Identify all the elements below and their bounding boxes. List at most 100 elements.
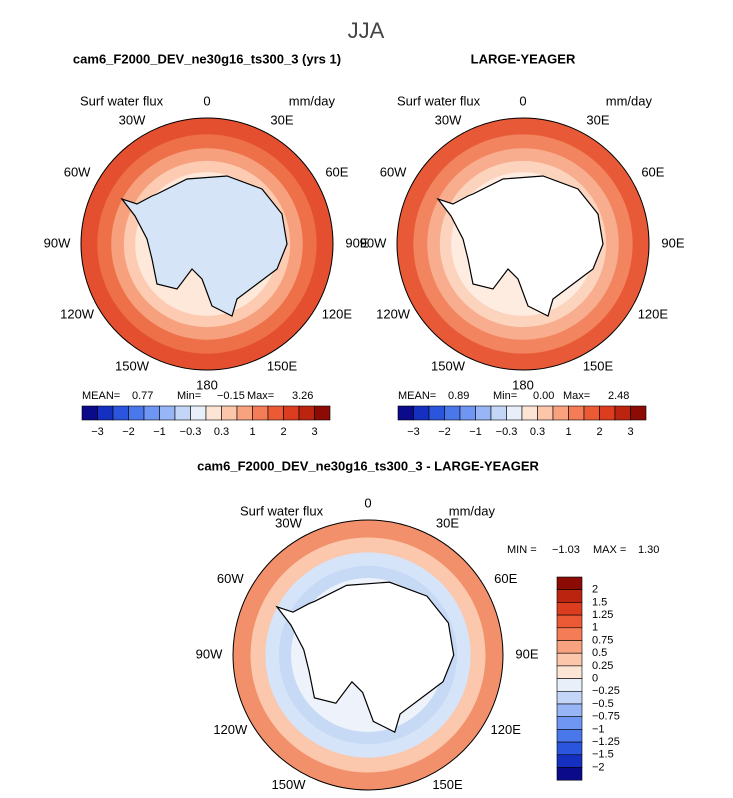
- colorbar-box: [475, 405, 492, 421]
- colorbar-box: [556, 576, 583, 590]
- colorbar-box: [556, 627, 583, 641]
- colorbar-box: [599, 405, 616, 421]
- colorbar-label: −2: [592, 761, 605, 773]
- colorbar-box: [614, 405, 631, 421]
- variable-label: Surf water flux: [80, 93, 164, 108]
- stat-value: −0.15: [217, 390, 245, 402]
- colorbar-box: [556, 767, 583, 781]
- longitude-label: 120E: [322, 306, 353, 321]
- variable-label: Surf water flux: [240, 503, 324, 518]
- panel-title: LARGE-YEAGER: [471, 51, 576, 66]
- longitude-label: 180: [512, 377, 534, 392]
- antarctica: [275, 581, 455, 734]
- colorbar-box: [413, 405, 430, 421]
- colorbar-box: [190, 405, 207, 421]
- colorbar-label: −1: [153, 426, 166, 438]
- colorbar-label: −0.25: [592, 685, 620, 697]
- longitude-label: 30E: [586, 112, 609, 127]
- longitude-label: 60W: [380, 164, 407, 179]
- variable-label: Surf water flux: [397, 93, 481, 108]
- stat-value: 0.89: [448, 390, 469, 402]
- colorbar-box: [205, 405, 222, 421]
- longitude-label: 90W: [44, 235, 71, 250]
- stat-label: MIN =: [507, 544, 537, 556]
- colorbar-label: −0.3: [180, 426, 202, 438]
- colorbar-label: 0.25: [592, 660, 613, 672]
- colorbar-label: −1: [469, 426, 482, 438]
- colorbar-box: [490, 405, 507, 421]
- colorbar-box: [556, 652, 583, 667]
- stat-label: Max=: [563, 390, 590, 402]
- longitude-label: 180: [196, 377, 218, 392]
- colorbar-box: [97, 405, 114, 421]
- longitude-label: 60E: [325, 164, 348, 179]
- colorbar-box: [568, 405, 585, 421]
- longitude-label: 60E: [641, 164, 664, 179]
- colorbar-label: 0.5: [592, 647, 607, 659]
- stat-label: MEAN=: [398, 390, 436, 402]
- longitude-label: 120E: [638, 306, 669, 321]
- colorbar-label: 1: [249, 426, 255, 438]
- longitude-label: 30E: [436, 516, 459, 531]
- colorbar-box: [583, 405, 600, 421]
- colorbar-label: −3: [407, 426, 420, 438]
- colorbar-box: [267, 405, 284, 421]
- colorbar-label: 0.3: [530, 426, 545, 438]
- colorbar-box: [159, 405, 176, 421]
- colorbar-box: [556, 754, 583, 768]
- colorbar-box: [556, 690, 583, 705]
- colorbar-label: −1.5: [592, 749, 614, 761]
- colorbar-box: [236, 405, 253, 421]
- colorbar-box: [128, 405, 145, 421]
- longitude-label: 150E: [583, 358, 614, 373]
- colorbar-label: −0.5: [592, 698, 614, 710]
- longitude-label: 150W: [431, 358, 466, 373]
- colorbar-box: [537, 405, 554, 421]
- longitude-label: 120W: [60, 306, 95, 321]
- colorbar-box: [556, 640, 583, 654]
- colorbar-label: 1: [565, 426, 571, 438]
- colorbar-label: 1.5: [592, 596, 607, 608]
- panel-title: cam6_F2000_DEV_ne30g16_ts300_3 (yrs 1): [73, 51, 341, 66]
- colorbar-box: [556, 589, 583, 603]
- units-label: mm/day: [449, 503, 496, 518]
- colorbar-box: [521, 405, 538, 421]
- colorbar-box: [506, 405, 523, 421]
- colorbar-label: 1.25: [592, 609, 613, 621]
- stat-label: Min=: [493, 390, 517, 402]
- longitude-label: 0: [364, 495, 371, 510]
- stat-value: 0.77: [132, 390, 153, 402]
- colorbar-box: [459, 405, 476, 421]
- map-border: [232, 519, 504, 791]
- panel-title: cam6_F2000_DEV_ne30g16_ts300_3 - LARGE-Y…: [197, 458, 539, 473]
- colorbar-label: 2: [592, 584, 598, 596]
- colorbar-label: 1: [592, 622, 598, 634]
- figure-title: JJA: [348, 18, 385, 43]
- colorbar-box: [143, 405, 160, 421]
- colorbar-box: [428, 405, 445, 421]
- colorbar-label: −0.3: [496, 426, 518, 438]
- colorbar-label: 0.75: [592, 634, 613, 646]
- longitude-label: 0: [203, 93, 210, 108]
- longitude-label: 0: [519, 93, 526, 108]
- colorbar-box: [252, 405, 269, 421]
- colorbar-label: 3: [311, 426, 317, 438]
- stat-value: 0.00: [533, 390, 554, 402]
- colorbar-box: [556, 614, 583, 629]
- colorbar-box: [552, 405, 569, 421]
- colorbar-box: [444, 405, 461, 421]
- map-border: [80, 117, 334, 371]
- longitude-label: 30W: [435, 112, 462, 127]
- colorbar-box: [397, 405, 414, 421]
- colorbar-box: [556, 665, 583, 679]
- colorbar-box: [556, 741, 583, 756]
- longitude-label: 90E: [345, 235, 368, 250]
- longitude-label: 30W: [119, 112, 146, 127]
- stat-label: MAX =: [593, 544, 626, 556]
- stat-value: 1.30: [638, 544, 659, 556]
- colorbar-box: [314, 405, 331, 421]
- colorbar-box: [112, 405, 129, 421]
- colorbar-box: [221, 405, 238, 421]
- longitude-label: 90E: [661, 235, 684, 250]
